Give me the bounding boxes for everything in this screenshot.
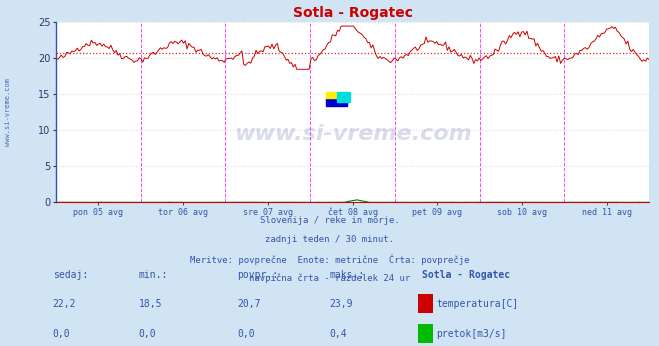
Text: temperatura[C]: temperatura[C] [436, 299, 519, 309]
Text: Slovenija / reke in morje.: Slovenija / reke in morje. [260, 216, 399, 225]
Text: pretok[m3/s]: pretok[m3/s] [436, 329, 507, 339]
Text: povpr.:: povpr.: [237, 270, 278, 280]
Title: Sotla - Rogatec: Sotla - Rogatec [293, 6, 413, 20]
Text: 0,4: 0,4 [330, 329, 347, 339]
Text: 18,5: 18,5 [138, 299, 162, 309]
Bar [326, 98, 347, 106]
Text: 23,9: 23,9 [330, 299, 353, 309]
Text: www.si-vreme.com: www.si-vreme.com [5, 79, 11, 146]
Text: www.si-vreme.com: www.si-vreme.com [234, 124, 471, 144]
Text: Sotla - Rogatec: Sotla - Rogatec [422, 270, 510, 280]
Bar [326, 92, 347, 98]
Text: 0,0: 0,0 [138, 329, 156, 339]
Text: navpična črta - razdelek 24 ur: navpična črta - razdelek 24 ur [249, 273, 410, 283]
Text: zadnji teden / 30 minut.: zadnji teden / 30 minut. [265, 235, 394, 244]
Text: 22,2: 22,2 [53, 299, 76, 309]
Text: 0,0: 0,0 [237, 329, 255, 339]
Text: sedaj:: sedaj: [53, 270, 88, 280]
Text: 0,0: 0,0 [53, 329, 71, 339]
Text: maks.:: maks.: [330, 270, 364, 280]
Bar [337, 92, 350, 102]
Text: min.:: min.: [138, 270, 168, 280]
Text: Meritve: povprečne  Enote: metrične  Črta: povprečje: Meritve: povprečne Enote: metrične Črta:… [190, 254, 469, 265]
Text: 20,7: 20,7 [237, 299, 261, 309]
